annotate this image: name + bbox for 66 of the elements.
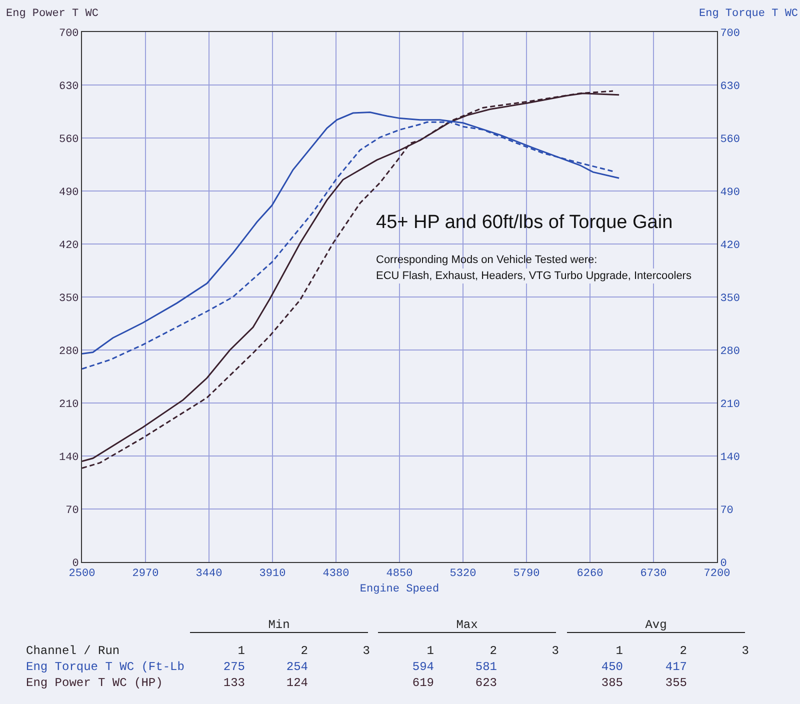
y2-tick-label: 700 <box>720 28 740 40</box>
text: 1 <box>236 644 245 658</box>
y-tick-label: 560 <box>58 134 79 146</box>
text: Eng Torque T WC (Ft-Lb <box>26 660 184 674</box>
text: 3 <box>550 644 559 658</box>
x-tick-label: 4850 <box>386 568 413 580</box>
y2-tick-label: 350 <box>720 292 740 305</box>
text: 133 <box>222 676 245 690</box>
text: 254 <box>285 660 308 674</box>
text: 3 <box>740 644 749 658</box>
x-tick-label: 5320 <box>450 568 476 580</box>
y-tick-label: 700 <box>58 28 79 40</box>
text: 417 <box>664 660 687 674</box>
text: Channel / Run <box>26 644 120 658</box>
x-tick-label: 2970 <box>132 568 159 580</box>
text: 385 <box>600 676 623 690</box>
text: 581 <box>474 660 497 674</box>
text: 275 <box>222 660 245 674</box>
text: 124 <box>285 676 308 690</box>
text: 1 <box>614 644 623 658</box>
y2-tick-label: 280 <box>720 346 740 358</box>
x-tick-label: 3910 <box>259 568 286 580</box>
x-axis-title: Engine Speed <box>360 583 440 596</box>
text: Avg <box>567 618 745 633</box>
text: 594 <box>411 660 434 674</box>
annotation: Corresponding Mods on Vehicle Tested were: <box>376 254 598 266</box>
text: 1 <box>426 644 434 658</box>
y-tick-label: 210 <box>58 398 79 411</box>
y2-tick-label: 490 <box>720 186 740 199</box>
text: 450 <box>600 660 623 674</box>
y-tick-label: 630 <box>58 80 79 93</box>
text: 623 <box>474 676 497 690</box>
x-tick-label: 6260 <box>576 568 604 580</box>
text: 619 <box>411 676 434 690</box>
y2-tick-label: 560 <box>720 134 740 146</box>
text: 355 <box>664 676 687 690</box>
x-tick-label: 6730 <box>640 568 667 580</box>
x-tick-label: 7200 <box>704 568 730 580</box>
y2-tick-label: 630 <box>720 80 740 93</box>
x-tick-label: 5790 <box>513 568 540 580</box>
y-tick-label: 140 <box>58 452 79 464</box>
text: 2 <box>488 644 497 658</box>
annotation: ECU Flash, Exhaust, Headers, VTG Turbo Upgrade, Intercoolers <box>376 270 692 282</box>
y-tick-label: 350 <box>58 292 79 305</box>
y2-tick-label: 70 <box>720 504 734 517</box>
text: Min <box>190 618 368 633</box>
x-tick-label: 4380 <box>322 568 350 580</box>
y2-tick-label: 210 <box>720 398 740 411</box>
y2-tick-label: 140 <box>720 452 740 464</box>
y2-tick-label: 0 <box>720 558 727 570</box>
text: 3 <box>362 644 370 658</box>
y-tick-label: 70 <box>66 504 79 517</box>
text: Max <box>378 618 556 633</box>
y-axis-title: Eng Power T WC <box>6 8 99 20</box>
y-tick-label: 280 <box>58 346 79 358</box>
y2-axis-title: Eng Torque T WC <box>699 8 798 20</box>
x-tick-label: 2500 <box>68 568 96 580</box>
text: 2 <box>678 644 687 658</box>
y-tick-label: 490 <box>58 186 79 199</box>
y2-tick-label: 420 <box>720 240 740 252</box>
x-tick-label: 3440 <box>196 568 222 580</box>
annotation: 45+ HP and 60ft/lbs of Torque Gain <box>376 212 673 233</box>
text: Eng Power T WC (HP) <box>26 676 163 690</box>
y-tick-label: 420 <box>58 240 79 252</box>
text: 2 <box>300 644 308 658</box>
y-tick-label: 0 <box>72 558 79 570</box>
